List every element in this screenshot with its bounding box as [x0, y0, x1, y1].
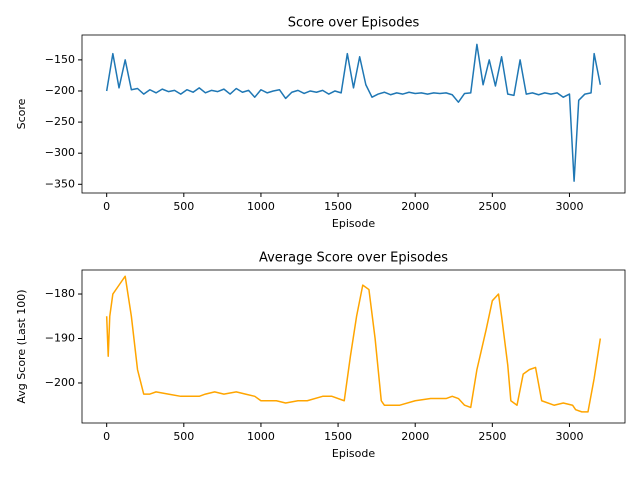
- y-tick-label: −200: [45, 376, 75, 389]
- axes-frame: [81, 269, 626, 424]
- data-line: [105, 275, 602, 413]
- x-tick-label: 0: [103, 430, 110, 443]
- x-tick-label: 1500: [324, 430, 352, 443]
- y-tick-label: −150: [45, 53, 75, 66]
- x-tick-label: 3000: [555, 430, 583, 443]
- x-tick-label: 500: [173, 430, 194, 443]
- y-tick-label: −180: [45, 287, 75, 300]
- x-tick-label: 1500: [324, 200, 352, 213]
- x-tick-label: 1000: [247, 200, 275, 213]
- data-line: [105, 43, 602, 182]
- y-tick-label: −250: [45, 115, 75, 128]
- x-tick-label: 500: [173, 200, 194, 213]
- y-tick-label: −190: [45, 331, 75, 344]
- chart-title: Score over Episodes: [288, 16, 420, 31]
- x-tick-label: 0: [103, 200, 110, 213]
- y-axis-label: Avg Score (Last 100): [15, 289, 28, 403]
- axes-frame: [81, 34, 626, 194]
- x-tick-label: 2500: [478, 200, 506, 213]
- x-tick-label: 3000: [555, 200, 583, 213]
- y-tick-label: −350: [45, 177, 75, 190]
- x-tick-label: 2000: [401, 200, 429, 213]
- y-tick-label: −300: [45, 146, 75, 159]
- chart-title: Average Score over Episodes: [259, 251, 448, 266]
- y-axis-label: Score: [15, 98, 28, 129]
- x-tick-label: 2500: [478, 430, 506, 443]
- x-axis-label: Episode: [332, 447, 375, 460]
- x-axis-label: Episode: [332, 217, 375, 230]
- y-tick-label: −200: [45, 84, 75, 97]
- x-tick-label: 1000: [247, 430, 275, 443]
- x-tick-label: 2000: [401, 430, 429, 443]
